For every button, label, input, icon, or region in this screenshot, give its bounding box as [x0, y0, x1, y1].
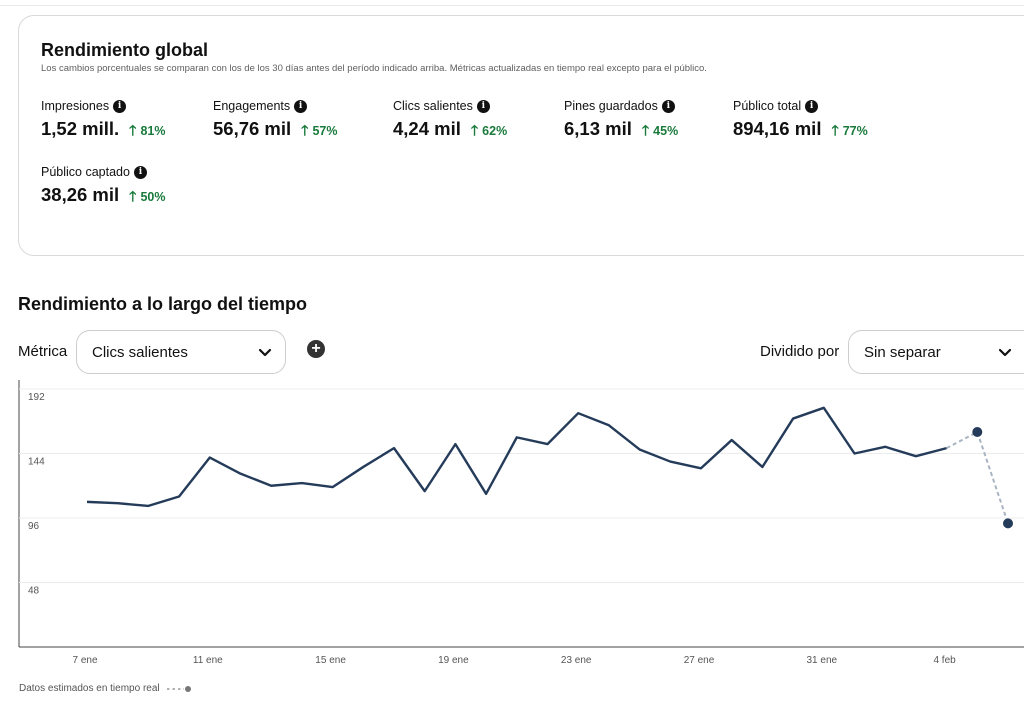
x-tick-label: 27 ene	[684, 655, 715, 666]
arrow-up-icon: 🡑	[301, 122, 309, 138]
info-icon[interactable]: i	[805, 99, 819, 113]
x-tick-label: 7 ene	[72, 655, 97, 666]
performance-chart: 192 144 96 48 7 ene 11 ene 15 ene 19 ene 23 ene…	[18, 380, 1024, 666]
metric-select[interactable]: Clics salientes	[76, 330, 286, 374]
metric-value: 1,52 mill.	[41, 118, 120, 139]
arrow-up-icon: 🡑	[129, 122, 137, 138]
overview-subtitle: Los cambios porcentuales se comparan con…	[41, 63, 707, 74]
overview-title: Rendimiento global	[41, 40, 209, 60]
metric-saved-pins: Pines guardados i 6,13 mil 🡑 45%	[564, 98, 678, 144]
chevron-down-icon	[258, 348, 272, 357]
split-select[interactable]: Sin separar	[848, 330, 1024, 374]
metric-select-label: Métrica	[18, 343, 68, 360]
legend-label: Datos estimados en tiempo real	[19, 683, 160, 694]
x-tick-label: 31 ene	[807, 655, 838, 666]
y-tick-label: 144	[28, 457, 45, 468]
metric-select-value: Clics salientes	[92, 343, 188, 361]
chart-legend: Datos estimados en tiempo real	[19, 683, 192, 694]
metric-value: 894,16 mil	[733, 118, 822, 139]
metric-label: Engagements	[213, 99, 291, 113]
x-tick-label: 11 ene	[193, 655, 223, 666]
info-icon[interactable]: i	[133, 165, 147, 179]
metric-label: Impresiones	[41, 99, 110, 113]
metric-total-audience: Público total i 894,16 mil 🡑 77%	[733, 98, 868, 144]
metric-change: 🡑 77%	[831, 120, 867, 144]
info-icon[interactable]: i	[661, 99, 675, 113]
series-line	[86, 406, 947, 508]
x-tick-label: 15 ene	[315, 655, 346, 666]
estimate-legend-icon	[166, 685, 191, 692]
metric-change: 🡑 50%	[129, 186, 165, 210]
x-tick-label: 4 feb	[933, 655, 956, 666]
metric-change: 🡑 45%	[642, 120, 678, 144]
metric-label: Pines guardados	[564, 99, 658, 113]
info-icon[interactable]: i	[476, 99, 490, 113]
metric-outbound-clicks: Clics salientes i 4,24 mil 🡑 62%	[393, 98, 507, 144]
metric-label: Clics salientes	[393, 99, 473, 113]
metric-impressions: Impresiones i 1,52 mill. 🡑 81%	[41, 98, 165, 144]
metric-change: 🡑 81%	[129, 120, 165, 144]
arrow-up-icon: 🡑	[831, 122, 839, 138]
metric-value: 56,76 mil	[213, 118, 292, 139]
metric-engagements: Engagements i 56,76 mil 🡑 57%	[213, 98, 337, 144]
arrow-up-icon: 🡑	[129, 188, 137, 204]
chart-grid	[19, 388, 1024, 583]
plus-icon[interactable]: +	[307, 340, 325, 358]
metric-value: 4,24 mil	[393, 118, 461, 139]
overview-card: Rendimiento global Los cambios porcentua…	[18, 15, 1024, 256]
info-icon[interactable]: i	[113, 99, 127, 113]
info-icon[interactable]: i	[294, 99, 308, 113]
y-tick-label: 48	[28, 586, 40, 597]
arrow-up-icon: 🡑	[641, 122, 650, 138]
x-tick-label: 19 ene	[438, 655, 469, 666]
estimate-line	[946, 430, 1009, 524]
split-select-label: Dividido por	[760, 343, 840, 360]
y-tick-label: 96	[28, 521, 40, 532]
arrow-up-icon: 🡑	[470, 122, 479, 138]
metric-value: 6,13 mil	[564, 118, 632, 139]
metric-value: 38,26 mil	[41, 184, 120, 205]
top-divider	[0, 5, 1024, 6]
y-tick-label: 192	[28, 392, 45, 403]
metric-engaged-audience: Público captado i 38,26 mil 🡑 50%	[41, 164, 165, 210]
chart-lines	[86, 406, 1013, 529]
chevron-down-icon	[998, 348, 1012, 357]
y-ticks: 192 144 96 48	[28, 392, 45, 597]
estimate-point[interactable]	[1003, 518, 1013, 529]
split-select-value: Sin separar	[864, 343, 941, 361]
metric-label: Público total	[733, 99, 802, 113]
over-time-title: Rendimiento a lo largo del tiempo	[18, 294, 308, 314]
metric-change: 🡑 57%	[301, 120, 337, 144]
metric-change: 🡑 62%	[471, 120, 507, 144]
x-ticks: 7 ene 11 ene 15 ene 19 ene 23 ene 27 ene 31 en…	[72, 655, 956, 666]
x-tick-label: 23 ene	[561, 655, 592, 666]
metric-label: Público captado	[41, 165, 130, 179]
estimate-point[interactable]	[972, 427, 983, 437]
